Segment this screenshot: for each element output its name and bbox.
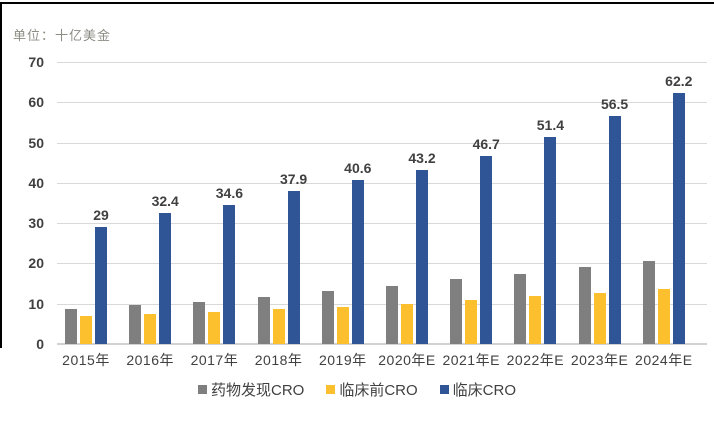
bar-临床CRO-2023年E — [608, 116, 621, 344]
gridline-60 — [57, 102, 707, 104]
gridline-70 — [57, 62, 707, 63]
bar-临床前CRO-2023年E — [593, 292, 606, 344]
x-axis-label-2018年: 2018年 — [254, 352, 303, 368]
bar-临床前CRO-2018年 — [272, 309, 285, 344]
legend-label-drug-discovery-cro: 药物发现CRO — [210, 382, 305, 399]
unit-label: 单位：十亿美金 — [13, 28, 112, 43]
bar-药物发现CRO-2018年 — [257, 297, 270, 344]
bar-临床前CRO-2017年 — [208, 311, 221, 344]
bar-value-label-2024年E: 62.2 — [665, 73, 693, 90]
bar-临床CRO-2020年E — [416, 169, 428, 344]
bar-临床CRO-2022年E — [544, 136, 557, 344]
y-axis-tick-label-40: 40 — [28, 174, 44, 191]
bar-药物发现CRO-2015年 — [65, 308, 77, 344]
x-axis-label-2017年: 2017年 — [190, 352, 239, 368]
bar-药物发现CRO-2016年 — [129, 304, 142, 344]
y-axis-tick-label-30: 30 — [28, 215, 44, 232]
bar-临床CRO-2024年E — [672, 93, 685, 344]
bar-临床CRO-2017年 — [223, 204, 236, 344]
y-axis-tick-label-10: 10 — [28, 295, 44, 312]
x-axis-label-2016年: 2016年 — [126, 352, 175, 368]
x-axis-label-2015年: 2015年 — [62, 352, 110, 368]
bar-临床前CRO-2022年E — [529, 296, 542, 344]
chart-legend: 药物发现CRO 临床前CRO 临床CRO — [0, 379, 714, 400]
y-axis-tick-label-60: 60 — [28, 94, 44, 111]
y-axis-tick-label-50: 50 — [28, 134, 44, 151]
bar-临床CRO-2018年 — [287, 191, 300, 344]
legend-swatch-yellow — [326, 385, 336, 394]
bar-药物发现CRO-2021年E — [450, 279, 463, 344]
gridline-40 — [57, 182, 707, 184]
y-axis-tick-label-20: 20 — [28, 255, 44, 272]
bar-value-label-2022年E: 51.4 — [536, 116, 565, 133]
bar-临床前CRO-2019年 — [336, 306, 349, 344]
x-axis-label-2023年E: 2023年E — [570, 352, 629, 368]
figure-top-border — [0, 2, 714, 4]
x-axis-label-2024年E: 2024年E — [635, 352, 693, 368]
y-axis-tick-label-70: 70 — [28, 54, 44, 70]
bar-value-label-2016年: 32.4 — [151, 193, 179, 210]
legend-label-clinical-cro: 临床CRO — [452, 382, 517, 399]
bar-药物发现CRO-2020年E — [386, 285, 398, 344]
legend-item-drug-discovery-cro: 药物发现CRO — [197, 379, 305, 400]
x-axis-label-2019年: 2019年 — [318, 352, 367, 368]
x-axis-label-2021年E: 2021年E — [442, 352, 500, 368]
gridline-10 — [57, 303, 707, 305]
bar-临床CRO-2021年E — [480, 155, 493, 344]
gridline-50 — [57, 142, 707, 144]
bar-value-label-2017年: 34.6 — [215, 184, 244, 201]
bar-value-label-2018年: 37.9 — [279, 171, 308, 188]
figure-left-border — [0, 2, 2, 348]
bar-药物发现CRO-2019年 — [321, 291, 334, 344]
gridline-30 — [57, 223, 707, 225]
x-axis-label-2022年E: 2022年E — [506, 352, 565, 368]
bar-临床CRO-2016年 — [159, 213, 172, 344]
legend-swatch-blue — [439, 385, 449, 394]
bar-value-label-2020年E: 43.2 — [408, 149, 436, 166]
bar-临床前CRO-2024年E — [657, 288, 670, 344]
bar-value-label-2023年E: 56.5 — [600, 96, 629, 113]
bar-临床前CRO-2020年E — [401, 304, 413, 344]
gridline-20 — [57, 263, 707, 265]
x-axis-line — [57, 343, 707, 345]
bar-value-label-2015年: 29 — [93, 207, 109, 224]
bar-value-label-2021年E: 46.7 — [472, 135, 500, 152]
legend-swatch-gray — [197, 385, 207, 394]
bar-药物发现CRO-2023年E — [578, 267, 591, 344]
bar-临床CRO-2015年 — [95, 227, 107, 344]
bar-临床前CRO-2016年 — [144, 314, 157, 344]
bar-药物发现CRO-2017年 — [193, 301, 206, 344]
bar-临床前CRO-2015年 — [80, 315, 92, 344]
y-axis-tick-label-0: 0 — [36, 336, 44, 352]
bar-药物发现CRO-2022年E — [514, 273, 527, 344]
bar-value-label-2019年: 40.6 — [344, 160, 372, 177]
legend-item-clinical-cro: 临床CRO — [439, 379, 517, 400]
x-axis-label-2020年E: 2020年E — [378, 352, 436, 368]
legend-label-preclinical-cro: 临床前CRO — [339, 382, 418, 399]
bar-药物发现CRO-2024年E — [642, 261, 655, 344]
bar-临床前CRO-2021年E — [465, 300, 478, 344]
legend-item-preclinical-cro: 临床前CRO — [326, 379, 418, 400]
bar-临床CRO-2019年 — [351, 180, 364, 344]
